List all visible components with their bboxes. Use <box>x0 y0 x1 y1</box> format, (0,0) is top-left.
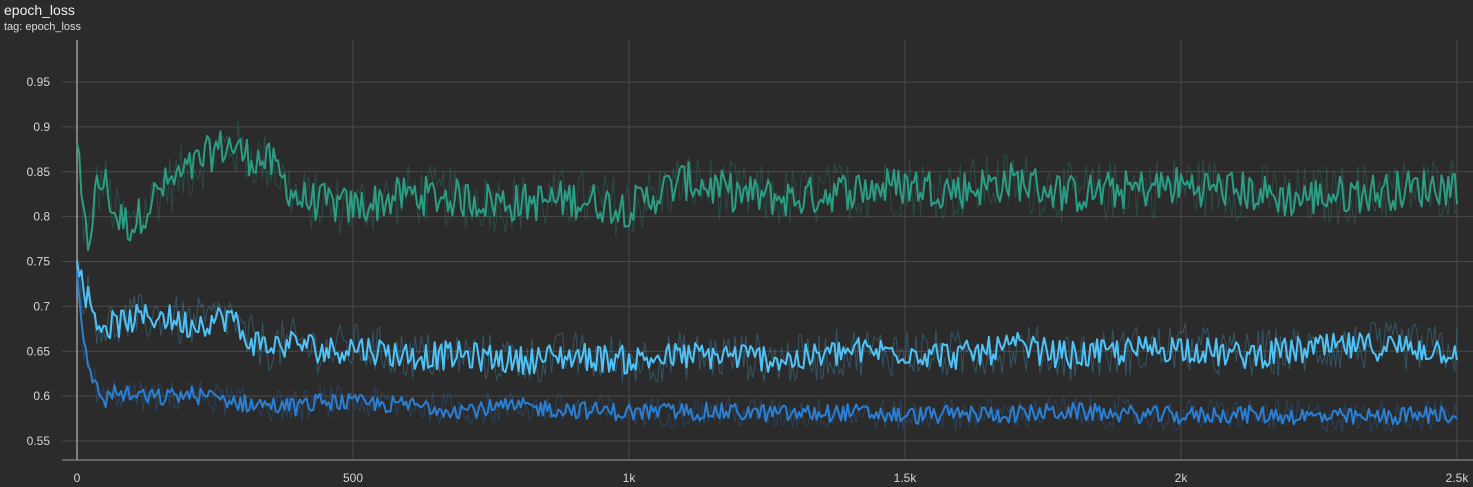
x-tick-label: 0 <box>74 471 81 485</box>
y-tick-label: 0.55 <box>27 434 51 448</box>
smoothed-series-line[interactable] <box>76 130 1458 251</box>
smoothed-series-line[interactable] <box>76 261 1458 375</box>
smoothed-series-line[interactable] <box>76 270 1458 426</box>
chart-title: epoch_loss <box>4 2 75 18</box>
y-tick-label: 0.6 <box>33 389 50 403</box>
axes: 0.55 0.6 0.65 0.7 0.75 0.8 0.85 0.9 0.95 0 500 1k 1.… <box>27 75 1473 485</box>
y-tick-label: 0.7 <box>33 299 50 313</box>
y-tick-label: 0.95 <box>27 75 51 89</box>
x-tick-label: 500 <box>343 471 363 485</box>
y-tick-label: 0.9 <box>33 120 50 134</box>
x-tick-label: 2k <box>1175 471 1189 485</box>
grid-lines <box>62 40 1473 460</box>
chart-subtitle: tag: epoch_loss <box>4 21 82 33</box>
x-tick-label: 1k <box>623 471 637 485</box>
y-tick-label: 0.75 <box>27 255 51 269</box>
chart-header: epoch_loss tag: epoch_loss <box>4 2 81 34</box>
y-tick-label: 0.8 <box>33 210 50 224</box>
y-tick-label: 0.65 <box>27 344 51 358</box>
x-tick-label: 2.5k <box>1446 471 1470 485</box>
raw-series-lines <box>76 120 1458 435</box>
raw-series-line <box>76 120 1458 243</box>
smoothed-series-lines <box>76 130 1458 426</box>
y-tick-label: 0.85 <box>27 165 51 179</box>
x-tick-label: 1.5k <box>894 471 918 485</box>
